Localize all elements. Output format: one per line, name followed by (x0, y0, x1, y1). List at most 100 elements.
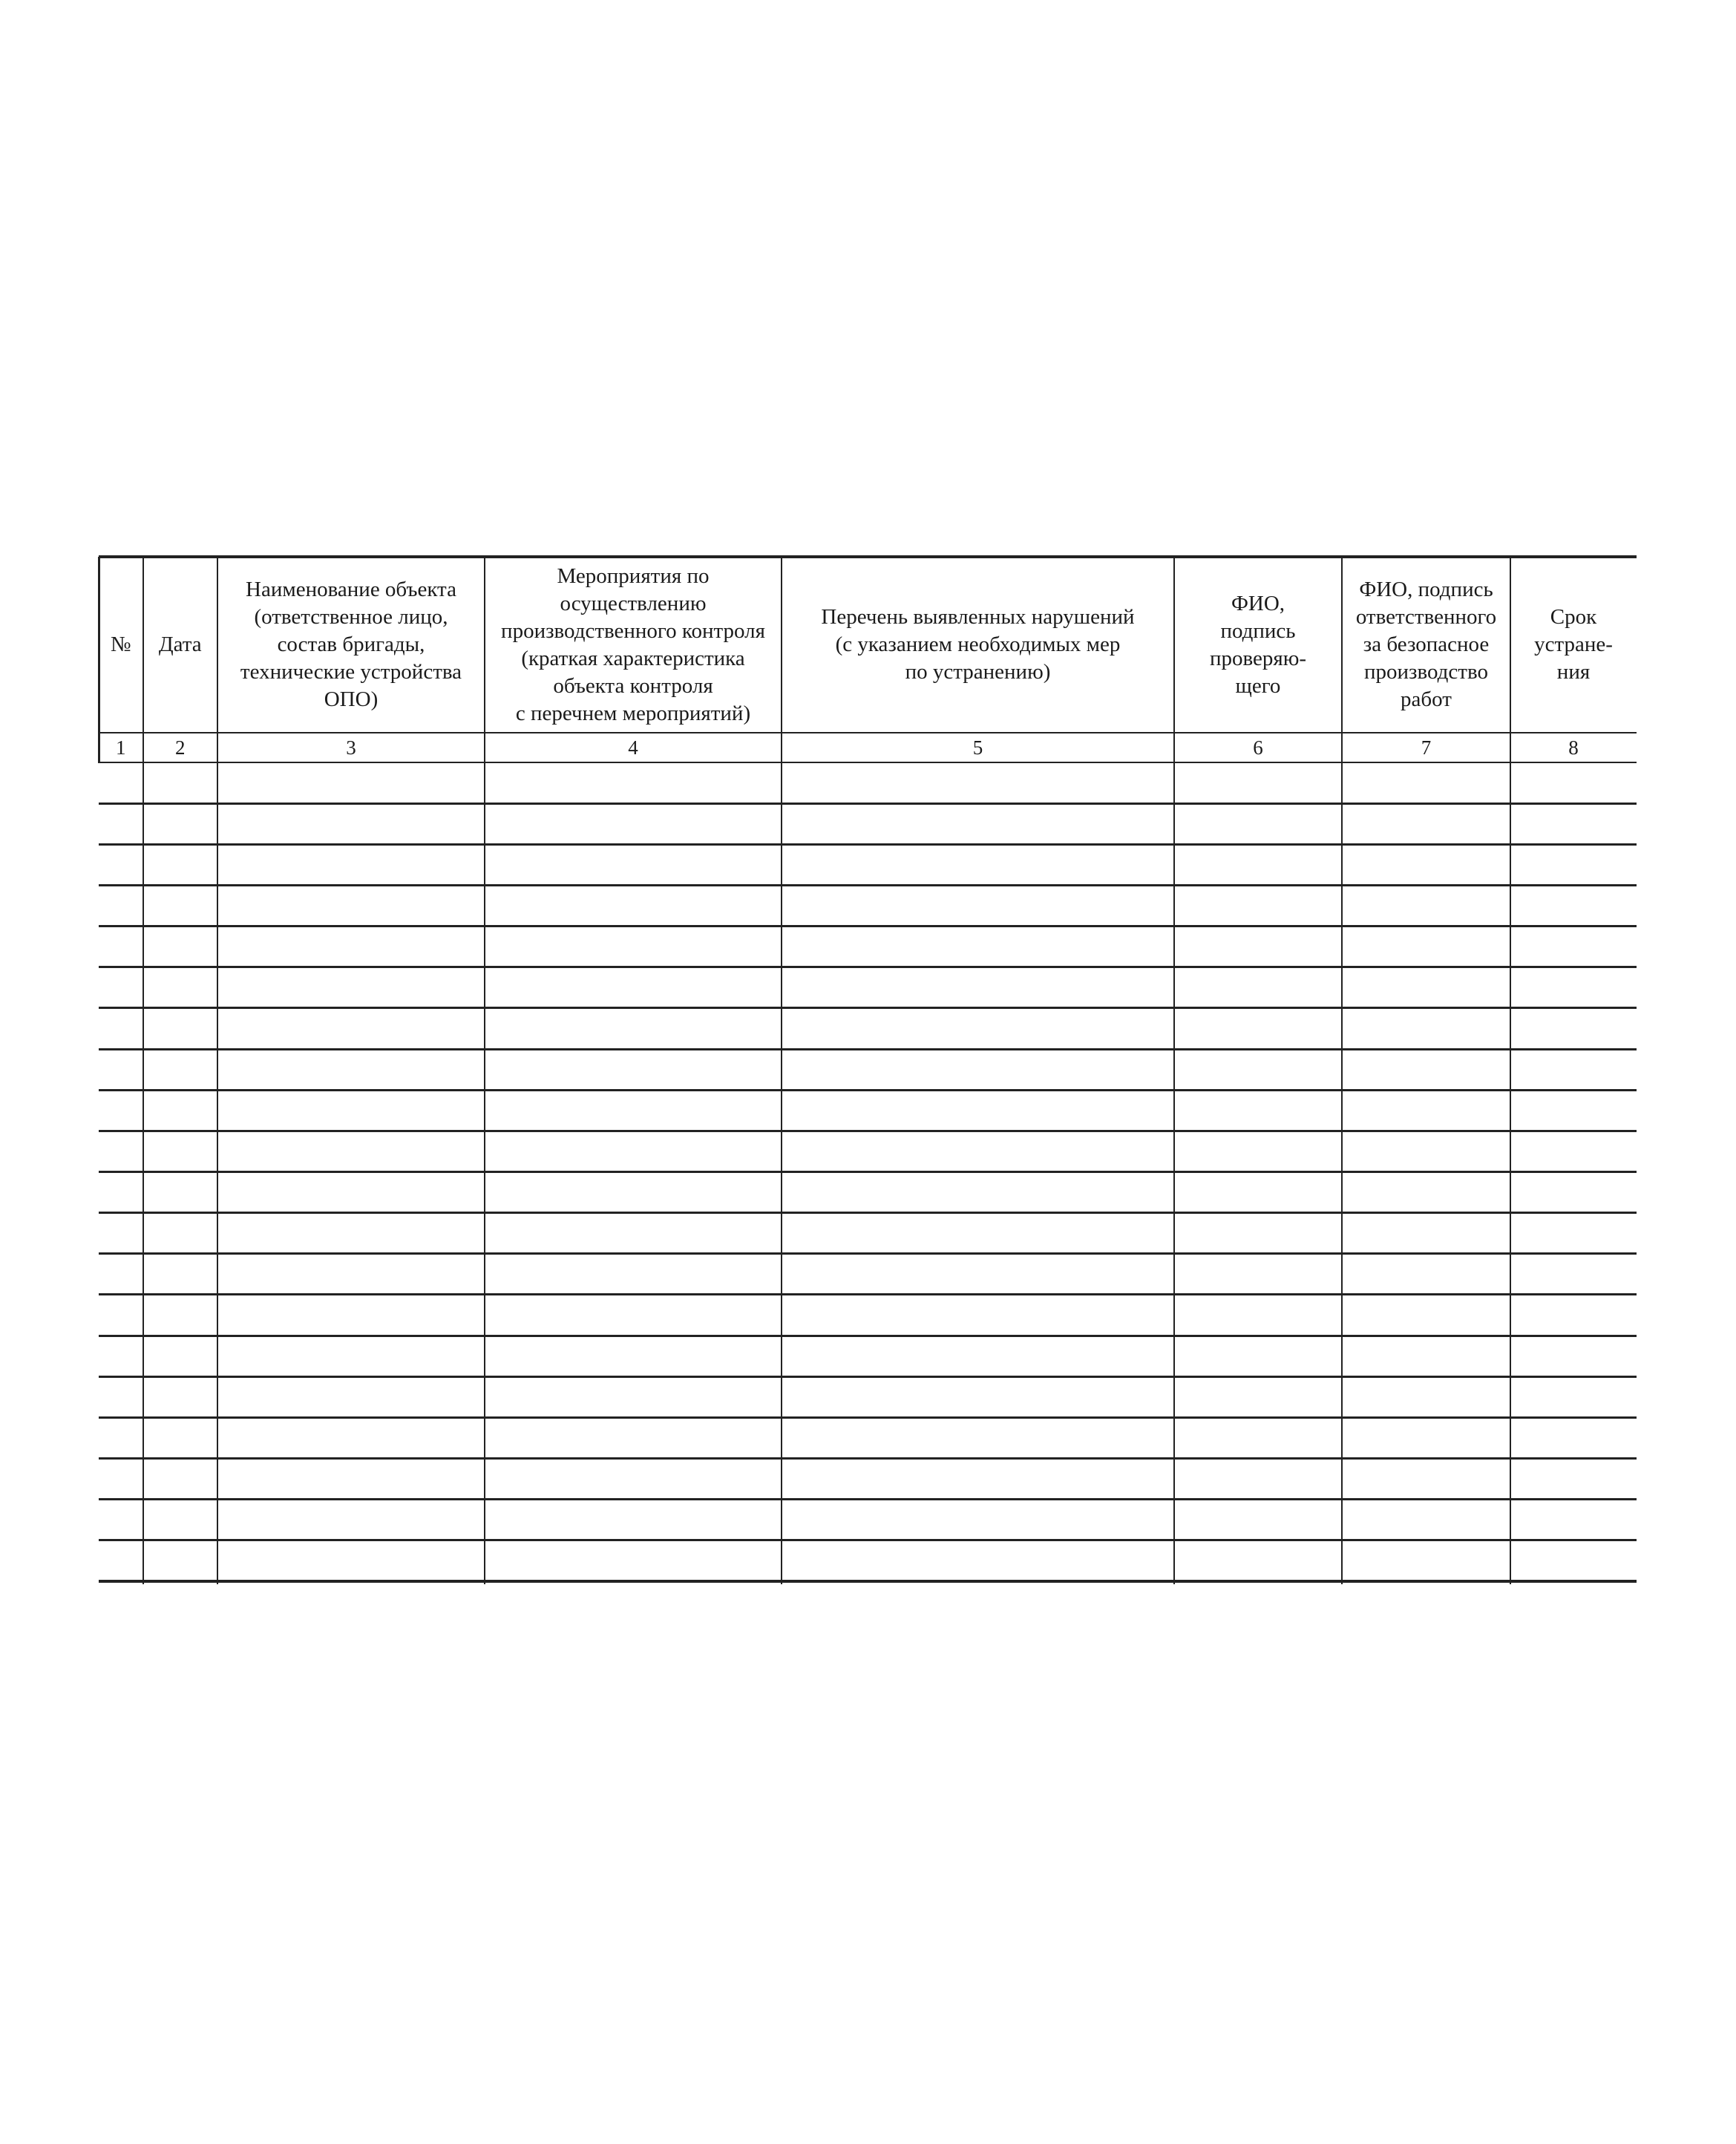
empty-cell (143, 1459, 218, 1500)
h-grid-line (99, 1539, 1637, 1542)
empty-cell (782, 1213, 1174, 1254)
empty-cell (1510, 1336, 1637, 1376)
empty-cell (99, 1417, 143, 1458)
empty-cell (1342, 1254, 1510, 1295)
column-header-date: Дата (158, 633, 202, 656)
empty-cell (1174, 1459, 1342, 1500)
column-index-7: 7 (1421, 736, 1432, 759)
empty-cell (1510, 762, 1637, 803)
v-grid-line (781, 557, 782, 1584)
empty-cell (1510, 1172, 1637, 1213)
h-grid-line (99, 802, 1637, 805)
empty-cell (782, 1417, 1174, 1458)
empty-cell (1510, 926, 1637, 967)
empty-cell (143, 1540, 218, 1581)
h-grid-line (99, 925, 1637, 928)
empty-cell (1342, 885, 1510, 926)
empty-cell (1510, 1500, 1637, 1540)
empty-cell (143, 1131, 218, 1171)
empty-cell (1342, 1008, 1510, 1049)
h-grid-line (99, 1334, 1637, 1337)
v-grid-line (142, 557, 144, 1584)
empty-cell (485, 1090, 782, 1131)
empty-cell (217, 1131, 485, 1171)
empty-cell (1342, 1213, 1510, 1254)
empty-cell (485, 1459, 782, 1500)
empty-cell (782, 844, 1174, 885)
h-grid-line (99, 1007, 1637, 1010)
empty-cell (217, 1540, 485, 1581)
empty-cell (99, 1090, 143, 1131)
h-grid-line (99, 1293, 1637, 1296)
empty-cell (1342, 967, 1510, 1008)
empty-cell (1174, 1049, 1342, 1090)
h-grid-line (99, 1416, 1637, 1419)
empty-cell (217, 1295, 485, 1336)
empty-cell (1174, 1540, 1342, 1581)
h-grid-line (99, 1498, 1637, 1501)
empty-cell (782, 1540, 1174, 1581)
h-grid-line (99, 1129, 1637, 1132)
empty-cell (485, 926, 782, 967)
empty-cell (1510, 1131, 1637, 1171)
empty-cell (143, 803, 218, 844)
empty-cell (99, 1049, 143, 1090)
empty-cell (99, 1336, 143, 1376)
empty-cell (782, 1376, 1174, 1417)
empty-cell (1342, 803, 1510, 844)
h-grid-line (99, 761, 1637, 764)
empty-cell (143, 762, 218, 803)
empty-cell (782, 803, 1174, 844)
empty-cell (782, 1172, 1174, 1213)
empty-cell (1510, 1376, 1637, 1417)
empty-cell (1174, 926, 1342, 967)
empty-cell (99, 1500, 143, 1540)
empty-cell (99, 967, 143, 1008)
column-header-number: № (110, 633, 131, 656)
empty-cell (217, 1213, 485, 1254)
h-grid-line (99, 1048, 1637, 1050)
empty-cell (217, 926, 485, 967)
empty-cell (99, 844, 143, 885)
column-index-1: 1 (116, 736, 126, 759)
column-header-violations-list: Перечень выявленных нарушений (с указани… (821, 605, 1135, 684)
empty-cell (217, 1336, 485, 1376)
empty-cell (217, 803, 485, 844)
empty-cell (143, 1090, 218, 1131)
empty-cell (1510, 1213, 1637, 1254)
empty-cell (99, 926, 143, 967)
v-grid-line (217, 557, 218, 1584)
empty-cell (1510, 1049, 1637, 1090)
production-control-journal-table: № 1 Дата 2 Наименование объекта (ответственн… (98, 555, 1637, 1584)
empty-cell (1342, 844, 1510, 885)
empty-cell (217, 1172, 485, 1213)
column-index-3: 3 (346, 736, 356, 759)
empty-cell (485, 1049, 782, 1090)
empty-cell (99, 1172, 143, 1213)
empty-cell (217, 1049, 485, 1090)
empty-cell (485, 1131, 782, 1171)
empty-cell (1174, 1090, 1342, 1131)
empty-cell (1342, 1376, 1510, 1417)
empty-cell (217, 1459, 485, 1500)
empty-cell (217, 1417, 485, 1458)
empty-cell (143, 1213, 218, 1254)
empty-cell (782, 885, 1174, 926)
empty-cell (99, 1459, 143, 1500)
empty-cell (1174, 1336, 1342, 1376)
empty-cell (1342, 1459, 1510, 1500)
empty-cell (1174, 1295, 1342, 1336)
empty-cell (1174, 1008, 1342, 1049)
h-grid-line (99, 555, 1637, 558)
column-index-8: 8 (1568, 736, 1579, 759)
empty-cell (1342, 762, 1510, 803)
empty-cell (782, 1459, 1174, 1500)
column-index-5: 5 (972, 736, 983, 759)
h-grid-line (99, 1375, 1637, 1378)
empty-cell (485, 1213, 782, 1254)
h-grid-line (99, 1088, 1637, 1091)
empty-cell (1510, 1540, 1637, 1581)
empty-cell (99, 1540, 143, 1581)
empty-cell (485, 967, 782, 1008)
